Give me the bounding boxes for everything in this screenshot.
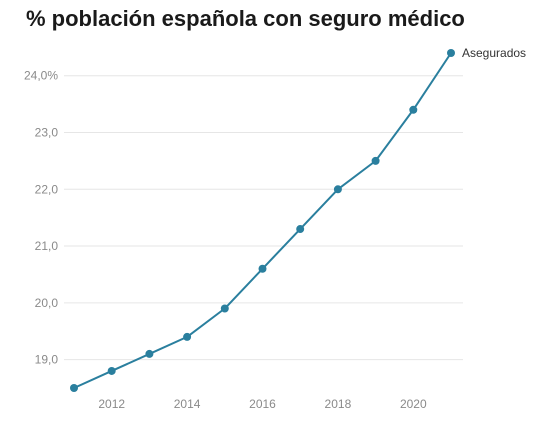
series-line xyxy=(73,52,452,389)
x-tick-label: 2012 xyxy=(98,397,125,411)
series-label: Asegurados xyxy=(462,46,526,60)
data-point xyxy=(107,366,116,375)
y-tick-label: 24,0% xyxy=(24,69,58,83)
data-point xyxy=(70,384,78,392)
data-point xyxy=(258,264,267,273)
data-point xyxy=(447,49,455,57)
x-tick-label: 2018 xyxy=(325,397,352,411)
y-tick-label: 23,0 xyxy=(35,125,59,139)
data-point xyxy=(145,349,154,358)
y-tick-label: 21,0 xyxy=(35,239,59,253)
data-point xyxy=(183,332,192,341)
y-tick-label: 20,0 xyxy=(35,296,59,310)
y-axis: 19,0 20,0 21,0 22,0 23,0 24,0% xyxy=(24,69,58,367)
data-point xyxy=(296,225,305,234)
chart-title: % población española con seguro médico xyxy=(26,6,465,31)
y-tick-label: 22,0 xyxy=(35,182,59,196)
data-point xyxy=(333,185,342,194)
data-point xyxy=(220,304,229,313)
x-tick-label: 2014 xyxy=(174,397,201,411)
y-tick-label: 19,0 xyxy=(35,353,59,367)
data-point xyxy=(371,156,380,165)
series-layer: Asegurados xyxy=(70,46,526,392)
x-axis: 2012 2014 2016 2018 2020 xyxy=(98,397,427,411)
x-tick-label: 2016 xyxy=(249,397,276,411)
data-point xyxy=(409,105,418,114)
gridlines xyxy=(64,75,463,361)
x-tick-label: 2020 xyxy=(400,397,427,411)
